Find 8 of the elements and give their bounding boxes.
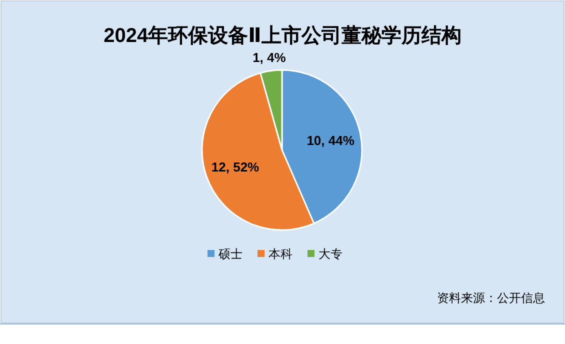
chart-title: 2024年环保设备Ⅱ上市公司董秘学历结构 bbox=[104, 24, 462, 47]
data-label: 1, 4% bbox=[252, 50, 286, 65]
data-label: 12, 52% bbox=[211, 160, 260, 175]
legend-label: 本科 bbox=[268, 247, 292, 261]
data-label: 10, 44% bbox=[306, 132, 355, 148]
legend-label: 大专 bbox=[318, 247, 342, 261]
text: 资料来源：公开信息 bbox=[437, 291, 545, 305]
legend-label: 硕士 bbox=[218, 247, 242, 261]
